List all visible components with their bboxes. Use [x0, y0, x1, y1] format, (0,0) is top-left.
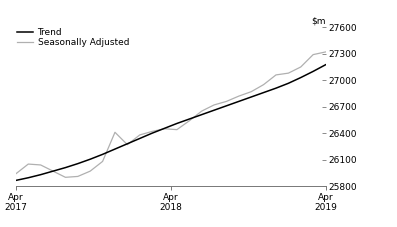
Seasonally Adjusted: [100, 160, 105, 163]
Trend: [311, 70, 316, 73]
Trend: [212, 109, 216, 112]
Seasonally Adjusted: [150, 130, 154, 133]
Trend: [26, 176, 31, 179]
Trend: [150, 132, 154, 135]
Trend: [113, 148, 118, 151]
Trend: [137, 137, 142, 140]
Trend: [261, 91, 266, 94]
Seasonally Adjusted: [286, 72, 291, 74]
Seasonally Adjusted: [26, 163, 31, 165]
Trend: [38, 173, 43, 176]
Trend: [323, 63, 328, 66]
Trend: [75, 162, 80, 165]
Seasonally Adjusted: [299, 66, 303, 68]
Seasonally Adjusted: [38, 164, 43, 166]
Seasonally Adjusted: [113, 131, 118, 134]
Trend: [63, 166, 68, 169]
Line: Seasonally Adjusted: Seasonally Adjusted: [16, 52, 326, 177]
Text: $m: $m: [311, 17, 326, 26]
Seasonally Adjusted: [162, 127, 167, 130]
Trend: [224, 104, 229, 107]
Seasonally Adjusted: [51, 170, 56, 173]
Seasonally Adjusted: [249, 90, 254, 93]
Seasonally Adjusted: [212, 104, 216, 106]
Seasonally Adjusted: [274, 74, 278, 76]
Trend: [187, 118, 192, 120]
Seasonally Adjusted: [75, 175, 80, 178]
Line: Trend: Trend: [16, 65, 326, 180]
Trend: [249, 96, 254, 98]
Trend: [100, 153, 105, 156]
Legend: Trend, Seasonally Adjusted: Trend, Seasonally Adjusted: [17, 28, 129, 47]
Seasonally Adjusted: [88, 170, 93, 173]
Trend: [237, 100, 241, 103]
Seasonally Adjusted: [199, 110, 204, 112]
Trend: [274, 87, 278, 89]
Seasonally Adjusted: [311, 53, 316, 56]
Trend: [88, 158, 93, 160]
Trend: [199, 113, 204, 116]
Seasonally Adjusted: [63, 176, 68, 179]
Trend: [13, 179, 18, 182]
Seasonally Adjusted: [125, 143, 130, 146]
Trend: [299, 76, 303, 79]
Seasonally Adjusted: [137, 133, 142, 136]
Seasonally Adjusted: [224, 100, 229, 103]
Trend: [175, 122, 179, 125]
Trend: [125, 142, 130, 145]
Seasonally Adjusted: [323, 51, 328, 53]
Trend: [51, 170, 56, 173]
Seasonally Adjusted: [237, 95, 241, 97]
Trend: [286, 82, 291, 85]
Seasonally Adjusted: [187, 119, 192, 122]
Seasonally Adjusted: [13, 173, 18, 175]
Trend: [162, 127, 167, 130]
Seasonally Adjusted: [175, 128, 179, 131]
Seasonally Adjusted: [261, 83, 266, 86]
